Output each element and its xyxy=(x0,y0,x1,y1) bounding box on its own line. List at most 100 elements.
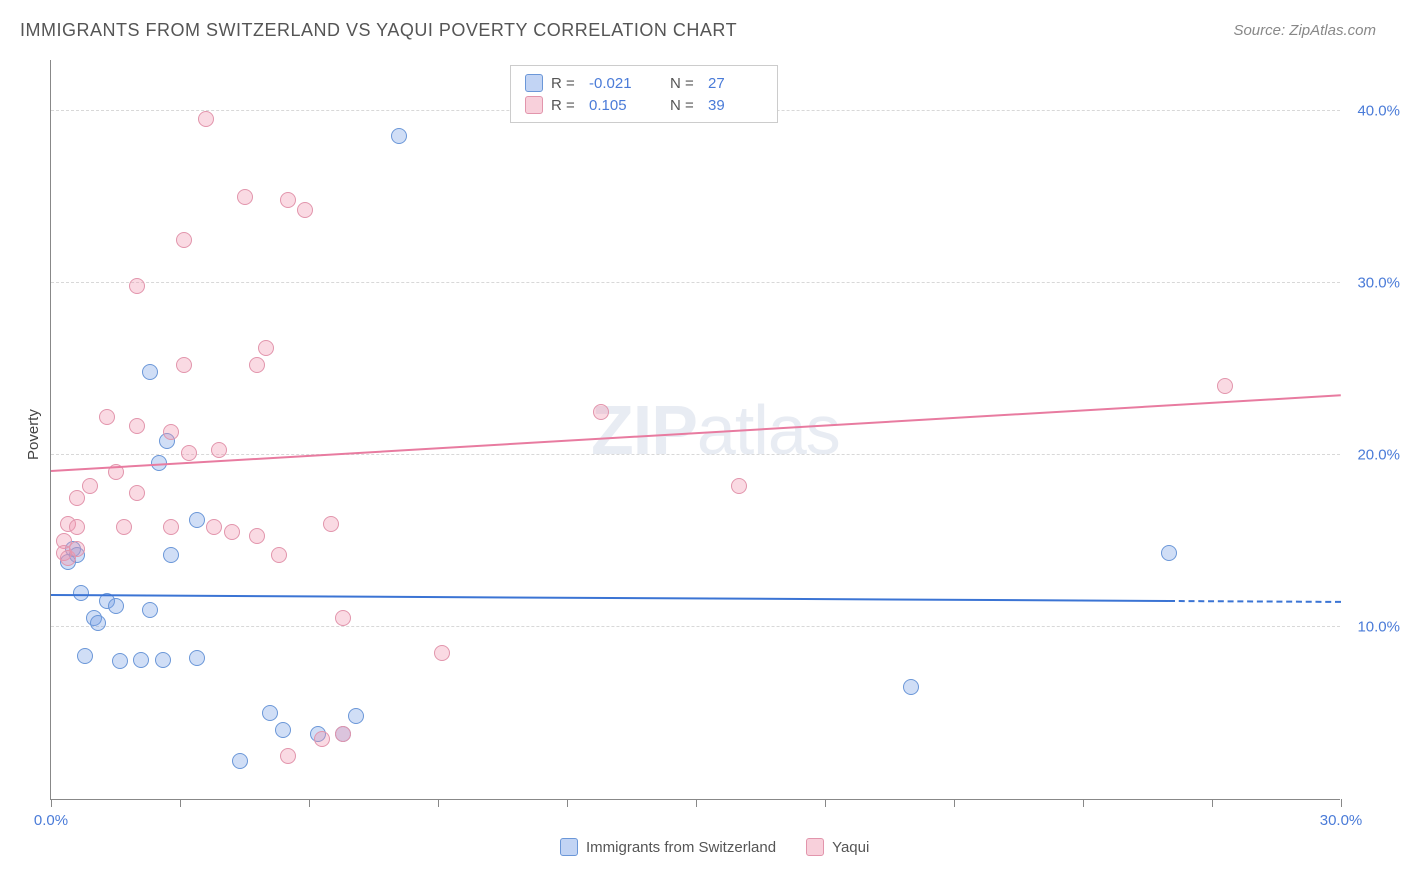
data-point xyxy=(69,490,85,506)
y-tick-label: 20.0% xyxy=(1357,446,1400,463)
data-point xyxy=(116,519,132,535)
legend-item: Yaqui xyxy=(806,838,869,856)
data-point xyxy=(323,516,339,532)
data-point xyxy=(262,705,278,721)
data-point xyxy=(297,202,313,218)
data-point xyxy=(129,485,145,501)
data-point xyxy=(335,726,351,742)
data-point xyxy=(142,364,158,380)
legend-swatch xyxy=(560,838,578,856)
x-tick xyxy=(696,799,697,807)
legend-r-label: R = xyxy=(551,97,581,114)
x-tick xyxy=(1212,799,1213,807)
x-tick xyxy=(825,799,826,807)
gridline xyxy=(51,454,1340,455)
data-point xyxy=(237,189,253,205)
data-point xyxy=(133,652,149,668)
gridline xyxy=(51,282,1340,283)
data-point xyxy=(258,340,274,356)
data-point xyxy=(163,424,179,440)
data-point xyxy=(211,442,227,458)
data-point xyxy=(731,478,747,494)
data-point xyxy=(99,409,115,425)
data-point xyxy=(249,357,265,373)
legend-swatch xyxy=(525,74,543,92)
data-point xyxy=(142,602,158,618)
legend-swatch xyxy=(806,838,824,856)
y-tick-label: 10.0% xyxy=(1357,618,1400,635)
x-tick xyxy=(567,799,568,807)
series-legend: Immigrants from Switzerland Yaqui xyxy=(560,838,869,856)
legend-n-value: 39 xyxy=(708,97,763,114)
source-label: Source: ZipAtlas.com xyxy=(1233,22,1376,39)
legend-series-name: Immigrants from Switzerland xyxy=(586,839,776,856)
data-point xyxy=(198,111,214,127)
watermark-bold: ZIP xyxy=(591,391,697,469)
trend-line xyxy=(51,594,1169,602)
legend-n-value: 27 xyxy=(708,75,763,92)
data-point xyxy=(249,528,265,544)
data-point xyxy=(232,753,248,769)
x-tick xyxy=(51,799,52,807)
data-point xyxy=(189,650,205,666)
data-point xyxy=(155,652,171,668)
data-point xyxy=(280,192,296,208)
data-point xyxy=(1161,545,1177,561)
legend-row: R = -0.021 N = 27 xyxy=(525,72,763,94)
legend-swatch xyxy=(525,96,543,114)
legend-row: R = 0.105 N = 39 xyxy=(525,94,763,116)
data-point xyxy=(82,478,98,494)
y-tick-label: 30.0% xyxy=(1357,274,1400,291)
data-point xyxy=(90,615,106,631)
data-point xyxy=(206,519,222,535)
legend-item: Immigrants from Switzerland xyxy=(560,838,776,856)
x-tick xyxy=(1341,799,1342,807)
data-point xyxy=(189,512,205,528)
data-point xyxy=(224,524,240,540)
correlation-legend: R = -0.021 N = 27 R = 0.105 N = 39 xyxy=(510,65,778,123)
x-tick xyxy=(309,799,310,807)
data-point xyxy=(434,645,450,661)
data-point xyxy=(163,547,179,563)
x-tick xyxy=(954,799,955,807)
x-tick-label: 30.0% xyxy=(1320,812,1363,829)
data-point xyxy=(129,418,145,434)
data-point xyxy=(163,519,179,535)
data-point xyxy=(176,357,192,373)
data-point xyxy=(69,541,85,557)
legend-n-label: N = xyxy=(670,97,700,114)
data-point xyxy=(275,722,291,738)
data-point xyxy=(593,404,609,420)
legend-r-label: R = xyxy=(551,75,581,92)
x-tick xyxy=(1083,799,1084,807)
y-axis-label: Poverty xyxy=(25,409,42,460)
data-point xyxy=(280,748,296,764)
data-point xyxy=(903,679,919,695)
y-tick-label: 40.0% xyxy=(1357,102,1400,119)
data-point xyxy=(108,598,124,614)
data-point xyxy=(348,708,364,724)
legend-r-value: -0.021 xyxy=(589,75,644,92)
gridline xyxy=(51,626,1340,627)
data-point xyxy=(1217,378,1233,394)
data-point xyxy=(69,519,85,535)
data-point xyxy=(271,547,287,563)
data-point xyxy=(181,445,197,461)
data-point xyxy=(73,585,89,601)
data-point xyxy=(112,653,128,669)
data-point xyxy=(129,278,145,294)
x-tick xyxy=(180,799,181,807)
scatter-plot: ZIPatlas 10.0%20.0%30.0%40.0%0.0%30.0% xyxy=(50,60,1340,800)
legend-r-value: 0.105 xyxy=(589,97,644,114)
chart-title: IMMIGRANTS FROM SWITZERLAND VS YAQUI POV… xyxy=(20,20,737,41)
data-point xyxy=(176,232,192,248)
data-point xyxy=(314,731,330,747)
legend-n-label: N = xyxy=(670,75,700,92)
data-point xyxy=(77,648,93,664)
x-tick xyxy=(438,799,439,807)
x-tick-label: 0.0% xyxy=(34,812,68,829)
trend-line xyxy=(51,394,1341,472)
legend-series-name: Yaqui xyxy=(832,839,869,856)
data-point xyxy=(391,128,407,144)
data-point xyxy=(335,610,351,626)
